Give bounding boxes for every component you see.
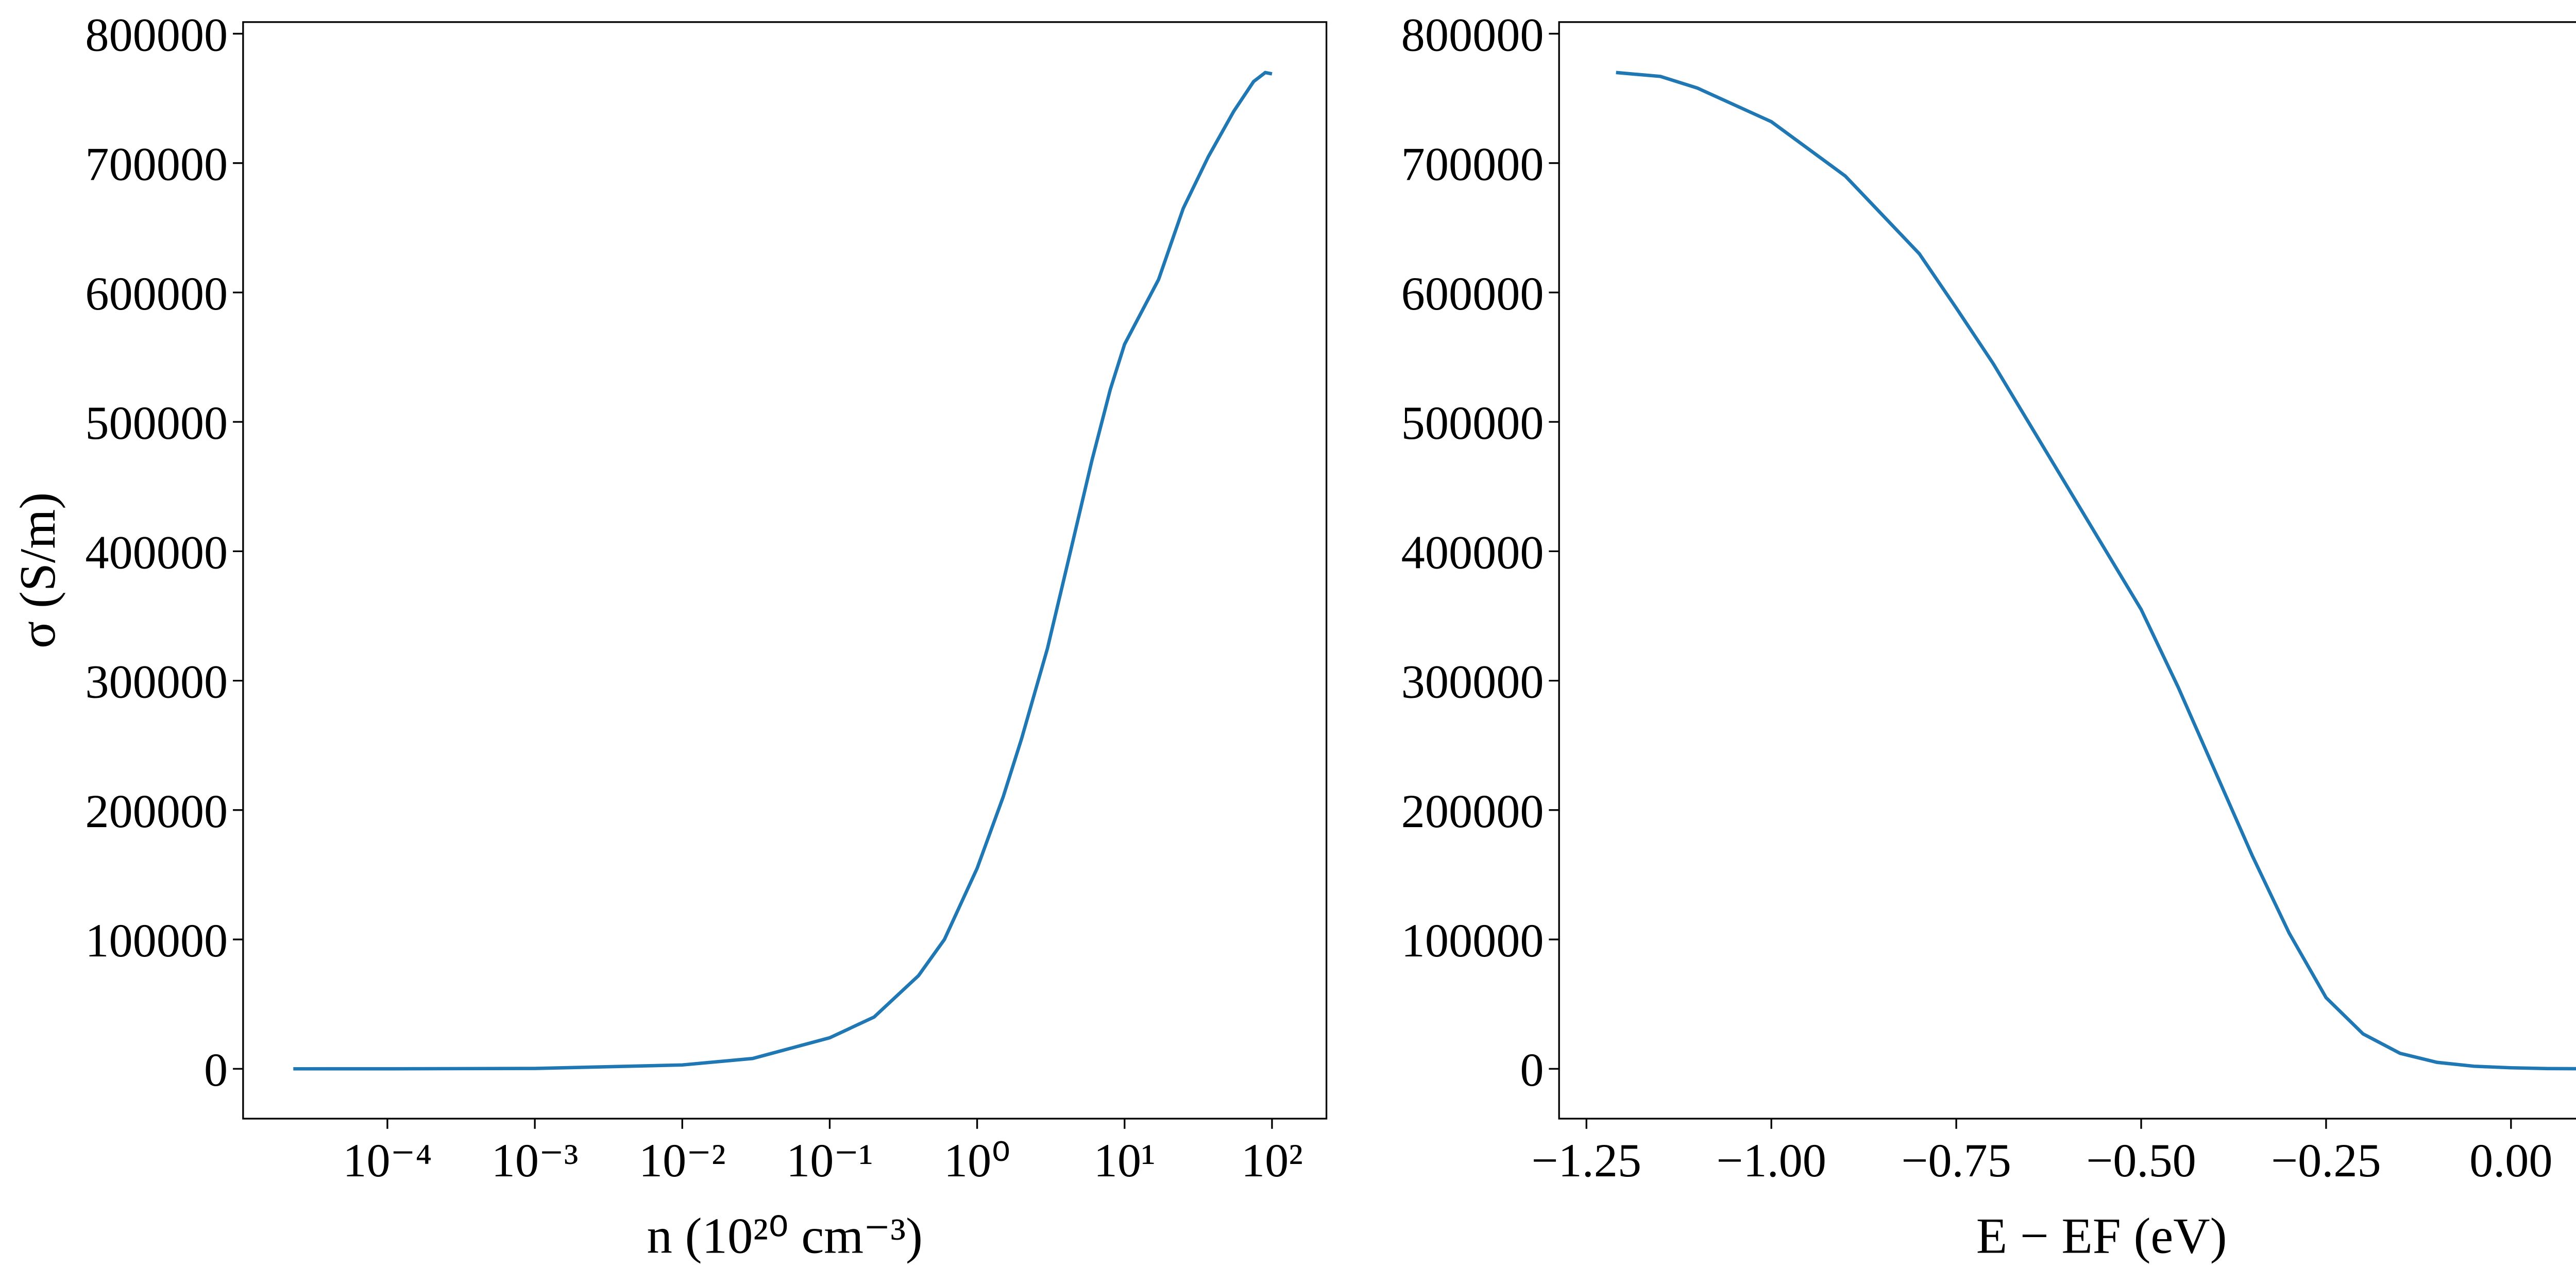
x-tick-label: −1.00: [1716, 1134, 1826, 1187]
data-line: [1616, 71, 2576, 1071]
y-tick-label: 300000: [1401, 656, 1544, 708]
y-tick-label: 300000: [85, 656, 228, 708]
x-axis-label: E − EF (eV): [1976, 1208, 2227, 1264]
x-tick-label: 10¹: [1094, 1134, 1156, 1187]
y-tick-label: 800000: [85, 8, 228, 61]
y-tick-label: 100000: [85, 914, 228, 967]
y-tick-label: 600000: [1401, 267, 1544, 320]
y-tick-label: 400000: [85, 526, 228, 578]
x-tick-label: 10⁻²: [639, 1134, 726, 1187]
y-tick-label: 600000: [85, 267, 228, 320]
y-tick-label: 200000: [1401, 785, 1544, 837]
y-tick-label: 0: [204, 1043, 228, 1096]
x-tick-label: −0.50: [2086, 1134, 2196, 1187]
x-tick-label: 10⁻³: [492, 1134, 579, 1187]
y-tick-label: 500000: [1401, 397, 1544, 449]
data-line: [293, 71, 1273, 1071]
y-tick-label: 0: [1520, 1043, 1544, 1096]
x-tick-label: −0.25: [2271, 1134, 2381, 1187]
y-tick-label: 200000: [85, 785, 228, 837]
x-tick-label: 10⁻¹: [786, 1134, 873, 1187]
x-tick-label: 10⁻⁴: [343, 1134, 432, 1187]
x-tick-label: −0.75: [1901, 1134, 2011, 1187]
x-tick-label: 10²: [1241, 1134, 1303, 1187]
y-axis-label: σ (S/m): [10, 492, 66, 648]
y-tick-label: 700000: [1401, 138, 1544, 191]
y-tick-label: 500000: [85, 397, 228, 449]
y-tick-label: 400000: [1401, 526, 1544, 578]
plot-frame: [1558, 21, 2576, 1120]
x-tick-label: 10⁰: [944, 1134, 1010, 1187]
x-axis-label: n (10²⁰ cm⁻³): [647, 1208, 922, 1264]
x-tick-label: −1.25: [1532, 1134, 1642, 1187]
y-tick-label: 100000: [1401, 914, 1544, 967]
x-tick-label: 0.00: [2469, 1134, 2552, 1187]
y-tick-label: 800000: [1401, 8, 1544, 61]
y-tick-label: 700000: [85, 138, 228, 191]
plot-frame: [242, 21, 1328, 1120]
